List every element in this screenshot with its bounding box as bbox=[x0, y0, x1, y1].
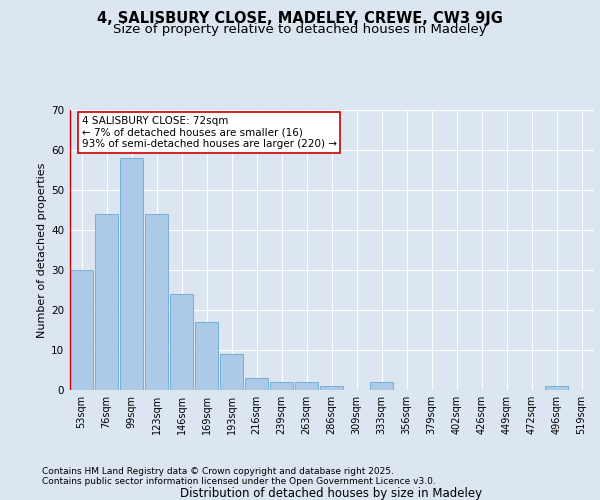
Bar bbox=[270, 382, 293, 390]
Bar bbox=[195, 322, 218, 390]
Y-axis label: Number of detached properties: Number of detached properties bbox=[37, 162, 47, 338]
Bar bbox=[120, 158, 143, 390]
Text: Contains public sector information licensed under the Open Government Licence v3: Contains public sector information licen… bbox=[42, 477, 436, 486]
Bar bbox=[70, 270, 93, 390]
X-axis label: Distribution of detached houses by size in Madeley: Distribution of detached houses by size … bbox=[181, 487, 482, 500]
Bar bbox=[545, 386, 568, 390]
Bar bbox=[295, 382, 318, 390]
Bar bbox=[320, 386, 343, 390]
Text: 4 SALISBURY CLOSE: 72sqm
← 7% of detached houses are smaller (16)
93% of semi-de: 4 SALISBURY CLOSE: 72sqm ← 7% of detache… bbox=[82, 116, 337, 149]
Bar bbox=[245, 378, 268, 390]
Text: Contains HM Land Registry data © Crown copyright and database right 2025.: Contains HM Land Registry data © Crown c… bbox=[42, 467, 394, 476]
Bar bbox=[95, 214, 118, 390]
Bar bbox=[370, 382, 393, 390]
Bar bbox=[220, 354, 243, 390]
Text: 4, SALISBURY CLOSE, MADELEY, CREWE, CW3 9JG: 4, SALISBURY CLOSE, MADELEY, CREWE, CW3 … bbox=[97, 11, 503, 26]
Bar bbox=[170, 294, 193, 390]
Text: Size of property relative to detached houses in Madeley: Size of property relative to detached ho… bbox=[113, 22, 487, 36]
Bar bbox=[145, 214, 168, 390]
